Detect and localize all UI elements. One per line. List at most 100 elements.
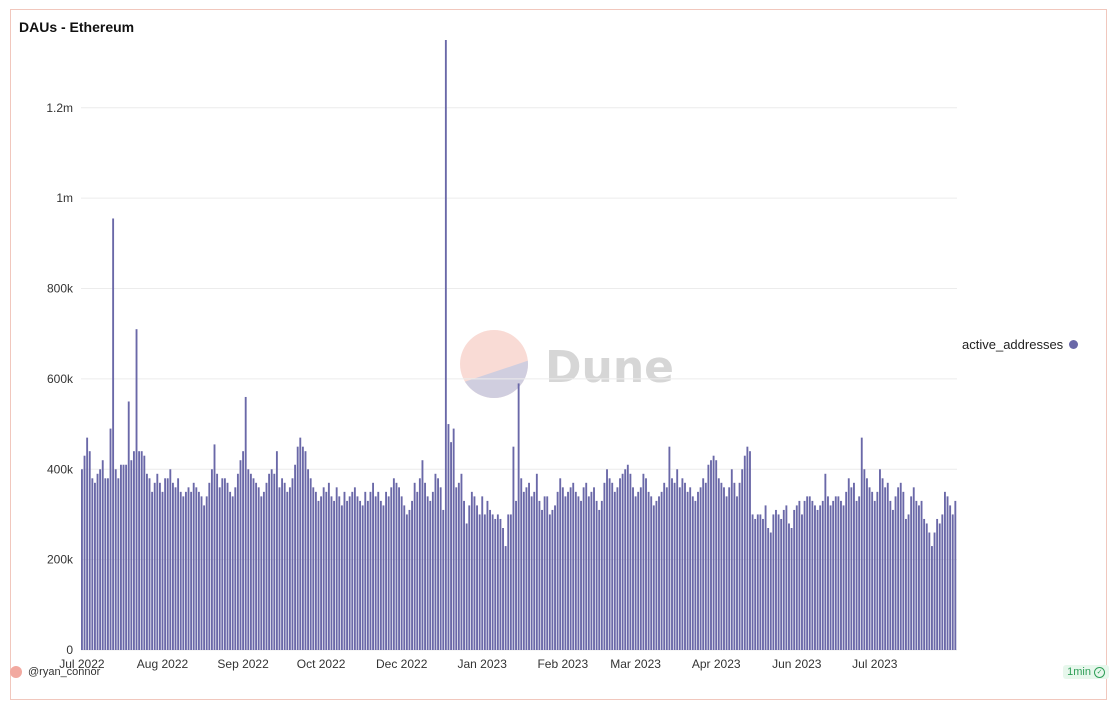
bar[interactable] — [499, 518, 502, 650]
bar[interactable] — [668, 446, 671, 650]
bar[interactable] — [585, 482, 588, 650]
bar[interactable] — [327, 482, 330, 650]
bar[interactable] — [720, 482, 723, 650]
bar[interactable] — [892, 509, 894, 650]
bar[interactable] — [754, 518, 757, 650]
bar[interactable] — [710, 460, 712, 650]
bar[interactable] — [769, 532, 772, 650]
bar[interactable] — [491, 514, 494, 650]
bar[interactable] — [626, 464, 629, 650]
bar[interactable] — [317, 500, 320, 650]
bar[interactable] — [910, 496, 913, 650]
bar[interactable] — [109, 428, 112, 650]
bar[interactable] — [816, 509, 819, 650]
bar[interactable] — [177, 478, 180, 650]
bar[interactable] — [746, 446, 749, 650]
bar[interactable] — [398, 487, 400, 650]
bar[interactable] — [840, 500, 842, 650]
bar[interactable] — [941, 514, 944, 650]
bar[interactable] — [112, 218, 115, 651]
bar[interactable] — [691, 496, 694, 650]
bar[interactable] — [351, 491, 354, 650]
bar[interactable] — [369, 491, 372, 650]
bar[interactable] — [294, 464, 297, 650]
bar[interactable] — [538, 500, 541, 650]
bar[interactable] — [873, 500, 876, 650]
bar[interactable] — [741, 469, 744, 650]
bar[interactable] — [273, 473, 276, 650]
bar[interactable] — [179, 491, 182, 650]
bar[interactable] — [561, 487, 564, 650]
bar[interactable] — [819, 505, 822, 650]
bar[interactable] — [395, 482, 398, 650]
bar[interactable] — [798, 500, 801, 650]
bar[interactable] — [309, 478, 312, 650]
bar[interactable] — [936, 518, 939, 650]
bar[interactable] — [850, 487, 853, 650]
bar[interactable] — [452, 428, 455, 650]
bar[interactable] — [598, 509, 601, 650]
bar[interactable] — [512, 446, 515, 650]
bar[interactable] — [450, 442, 452, 650]
bar[interactable] — [587, 496, 590, 650]
bar[interactable] — [413, 482, 416, 650]
bar[interactable] — [208, 482, 211, 650]
bar[interactable] — [733, 482, 736, 650]
bar[interactable] — [889, 500, 892, 650]
bar[interactable] — [359, 500, 362, 650]
bar[interactable] — [153, 482, 156, 650]
bar[interactable] — [252, 478, 255, 650]
bar[interactable] — [899, 482, 902, 650]
bar[interactable] — [117, 478, 120, 650]
bar[interactable] — [148, 478, 151, 650]
bar[interactable] — [195, 487, 198, 650]
bar[interactable] — [738, 482, 741, 650]
bar[interactable] — [624, 469, 627, 650]
bar[interactable] — [387, 496, 390, 650]
bar[interactable] — [923, 518, 926, 650]
bar[interactable] — [580, 500, 582, 650]
bar[interactable] — [234, 487, 237, 650]
bar[interactable] — [749, 451, 751, 650]
bar[interactable] — [660, 491, 663, 650]
bar[interactable] — [613, 491, 616, 650]
bar[interactable] — [860, 437, 863, 650]
bar[interactable] — [325, 491, 328, 650]
bar[interactable] — [795, 505, 798, 650]
bar[interactable] — [390, 487, 393, 650]
bar[interactable] — [699, 487, 702, 650]
bar[interactable] — [528, 482, 530, 650]
bar[interactable] — [504, 546, 507, 650]
bar[interactable] — [99, 469, 102, 650]
bar[interactable] — [86, 437, 89, 650]
bar[interactable] — [158, 482, 161, 650]
bar[interactable] — [775, 509, 777, 650]
bar[interactable] — [834, 496, 837, 650]
bar[interactable] — [894, 496, 897, 650]
bar[interactable] — [533, 491, 536, 650]
bar[interactable] — [803, 500, 806, 650]
bar[interactable] — [374, 496, 377, 650]
bar[interactable] — [684, 482, 686, 650]
bar[interactable] — [574, 491, 577, 650]
bar[interactable] — [140, 451, 143, 650]
bar[interactable] — [322, 487, 325, 650]
bar[interactable] — [372, 482, 374, 650]
bar[interactable] — [444, 40, 447, 650]
bar[interactable] — [470, 491, 473, 650]
bar[interactable] — [244, 396, 247, 650]
bar[interactable] — [702, 478, 705, 650]
bar[interactable] — [806, 496, 809, 650]
bar[interactable] — [496, 514, 499, 650]
bar[interactable] — [515, 500, 517, 650]
bar[interactable] — [226, 482, 229, 650]
bar[interactable] — [954, 500, 957, 650]
bar[interactable] — [871, 491, 874, 650]
bar[interactable] — [216, 473, 219, 650]
bar[interactable] — [593, 487, 595, 650]
bar[interactable] — [814, 505, 816, 650]
bar[interactable] — [520, 478, 523, 650]
bar[interactable] — [689, 487, 692, 650]
bar[interactable] — [715, 460, 718, 650]
bar[interactable] — [463, 500, 465, 650]
